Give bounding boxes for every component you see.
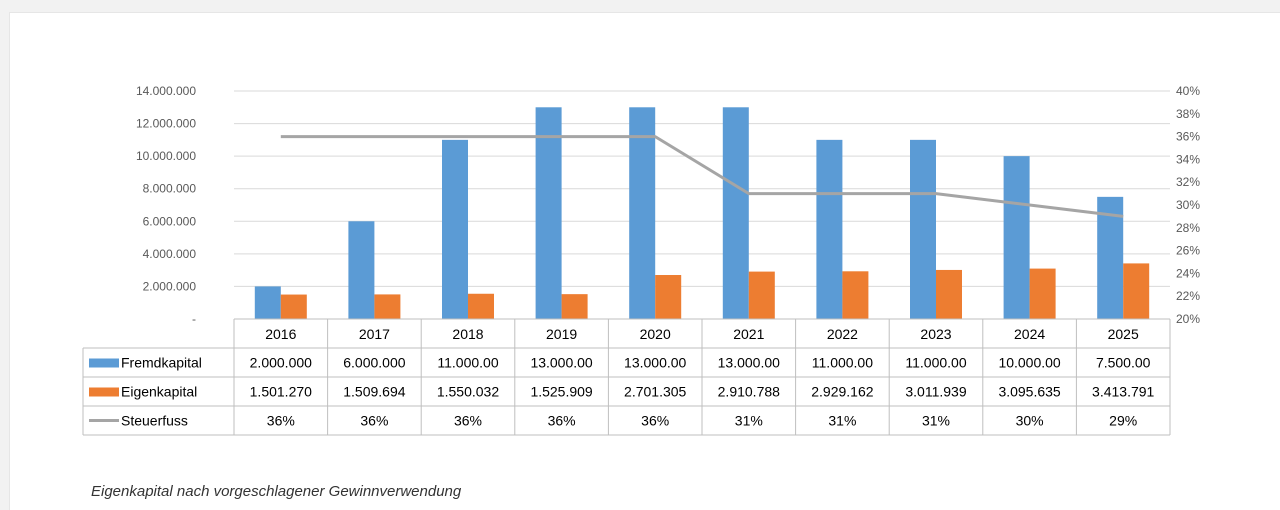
left-axis-tick-label: 4.000.000 bbox=[143, 247, 197, 261]
category-label: 2024 bbox=[1014, 326, 1045, 342]
legend-label-steuerfuss: Steuerfuss bbox=[121, 413, 188, 429]
bar-fremdkapital-2020 bbox=[629, 107, 656, 320]
right-axis-tick-label: 32% bbox=[1176, 175, 1200, 189]
right-axis-tick-label: 40% bbox=[1176, 84, 1200, 98]
bar-fremdkapital-2016 bbox=[254, 286, 281, 319]
table-cell-eigenkapital: 2.701.305 bbox=[624, 384, 686, 400]
chart-caption: Eigenkapital nach vorgeschlagener Gewinn… bbox=[91, 483, 462, 500]
category-label: 2018 bbox=[452, 326, 483, 342]
right-axis-tick-label: 26% bbox=[1176, 244, 1200, 258]
legend-key-fremdkapital bbox=[89, 358, 119, 368]
category-label: 2017 bbox=[359, 326, 390, 342]
table-cell-steuerfuss: 36% bbox=[267, 413, 295, 429]
chart-frame: - 2.000.000 4.000.000 6.000.000 8.000.000 10.… bbox=[9, 12, 1280, 510]
right-axis-tick-label: 22% bbox=[1176, 289, 1200, 303]
table-cell-eigenkapital: 2.929.162 bbox=[811, 384, 873, 400]
legend-key-eigenkapital bbox=[89, 387, 119, 397]
table-cell-eigenkapital: 1.509.694 bbox=[343, 384, 405, 400]
right-axis-tick-label: 28% bbox=[1176, 221, 1200, 235]
left-axis-tick-label: 14.000.000 bbox=[136, 84, 196, 98]
left-axis-tick-label: 2.000.000 bbox=[143, 279, 197, 293]
right-axis-tick-label: 34% bbox=[1176, 152, 1200, 166]
bar-fremdkapital-2017 bbox=[348, 221, 375, 319]
table-cell-fremdkapital: 13.000.00 bbox=[718, 355, 780, 371]
bar-eigenkapital-2017 bbox=[374, 294, 401, 319]
table-cell-fremdkapital: 13.000.00 bbox=[624, 355, 686, 371]
table-cell-fremdkapital: 10.000.00 bbox=[998, 355, 1060, 371]
table-cell-steuerfuss: 31% bbox=[735, 413, 763, 429]
table-cell-eigenkapital: 1.525.909 bbox=[530, 384, 592, 400]
table-cell-steuerfuss: 30% bbox=[1016, 413, 1044, 429]
category-label: 2023 bbox=[920, 326, 951, 342]
table-cell-steuerfuss: 31% bbox=[922, 413, 950, 429]
category-label: 2016 bbox=[265, 326, 296, 342]
left-axis-tick-label: 8.000.000 bbox=[143, 182, 197, 196]
left-axis-tick-label: 10.000.000 bbox=[136, 149, 196, 163]
bar-eigenkapital-2024 bbox=[1029, 268, 1056, 319]
table-cell-steuerfuss: 36% bbox=[548, 413, 576, 429]
bar-eigenkapital-2016 bbox=[280, 294, 307, 319]
right-axis-tick-label: 30% bbox=[1176, 198, 1200, 212]
table-cell-eigenkapital: 2.910.788 bbox=[718, 384, 780, 400]
category-label: 2021 bbox=[733, 326, 764, 342]
table-cell-eigenkapital: 1.501.270 bbox=[250, 384, 312, 400]
bar-eigenkapital-2023 bbox=[936, 269, 962, 319]
table-cell-fremdkapital: 11.000.00 bbox=[812, 355, 873, 371]
bar-eigenkapital-2020 bbox=[655, 275, 682, 319]
table-cell-fremdkapital: 2.000.000 bbox=[250, 355, 312, 371]
right-axis-tick-label: 38% bbox=[1176, 107, 1200, 121]
bar-eigenkapital-2018 bbox=[468, 293, 494, 319]
bar-eigenkapital-2019 bbox=[561, 294, 588, 319]
table-cell-fremdkapital: 13.000.00 bbox=[530, 355, 592, 371]
legend-label-eigenkapital: Eigenkapital bbox=[121, 384, 197, 400]
combo-chart: - 2.000.000 4.000.000 6.000.000 8.000.000 10.… bbox=[82, 84, 1200, 436]
table-cell-fremdkapital: 6.000.000 bbox=[343, 355, 405, 371]
table-cell-fremdkapital: 11.000.00 bbox=[437, 355, 498, 371]
bar-eigenkapital-2022 bbox=[842, 271, 869, 319]
table-cell-steuerfuss: 36% bbox=[454, 413, 482, 429]
table-cell-steuerfuss: 29% bbox=[1109, 413, 1137, 429]
table-cell-steuerfuss: 36% bbox=[360, 413, 388, 429]
table-cell-eigenkapital: 1.550.032 bbox=[437, 384, 499, 400]
bar-fremdkapital-2023 bbox=[910, 139, 936, 319]
bar-fremdkapital-2018 bbox=[442, 139, 468, 319]
table-cell-steuerfuss: 31% bbox=[828, 413, 856, 429]
bar-eigenkapital-2021 bbox=[748, 271, 775, 319]
left-axis-tick-label: 12.000.000 bbox=[136, 117, 196, 131]
left-axis-tick-label: 6.000.000 bbox=[143, 214, 197, 228]
category-label: 2019 bbox=[546, 326, 577, 342]
bar-fremdkapital-2022 bbox=[816, 139, 843, 319]
category-label: 2020 bbox=[640, 326, 671, 342]
table-cell-fremdkapital: 7.500.00 bbox=[1096, 355, 1151, 371]
table-cell-steuerfuss: 36% bbox=[641, 413, 669, 429]
line-steuerfuss bbox=[280, 135, 1124, 218]
bar-fremdkapital-2021 bbox=[722, 107, 749, 320]
category-label: 2022 bbox=[827, 326, 858, 342]
table-cell-eigenkapital: 3.413.791 bbox=[1092, 384, 1154, 400]
legend-label-fremdkapital: Fremdkapital bbox=[121, 355, 202, 371]
table-cell-eigenkapital: 3.095.635 bbox=[998, 384, 1060, 400]
bar-eigenkapital-2025 bbox=[1123, 263, 1150, 319]
left-axis-tick-label: - bbox=[192, 312, 196, 326]
bar-fremdkapital-2019 bbox=[535, 107, 562, 320]
right-axis-tick-label: 36% bbox=[1176, 130, 1200, 144]
category-label: 2025 bbox=[1108, 326, 1139, 342]
right-axis-tick-label: 24% bbox=[1176, 266, 1200, 280]
table-cell-fremdkapital: 11.000.00 bbox=[905, 355, 966, 371]
right-axis-tick-label: 20% bbox=[1176, 312, 1200, 326]
bar-fremdkapital-2024 bbox=[1003, 156, 1030, 319]
table-cell-eigenkapital: 3.011.939 bbox=[905, 384, 966, 400]
